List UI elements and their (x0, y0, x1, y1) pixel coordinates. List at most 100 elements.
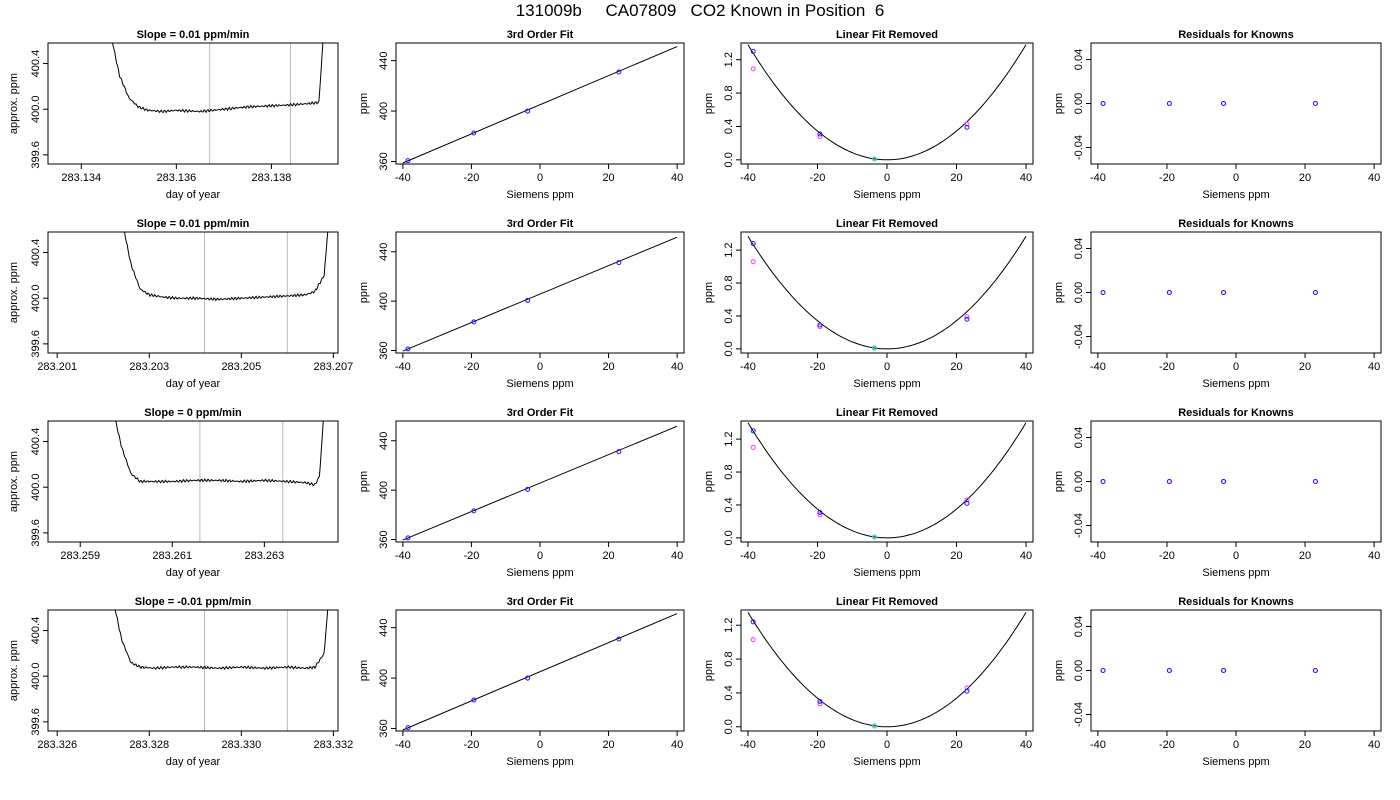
x-tick-label: -20 (463, 550, 479, 562)
panel-fit-r1-c2: 3rd Order Fit -40 -20 0 20 40 360 400 440 Siemens… (358, 29, 685, 201)
x-tick-label: 20 (950, 739, 962, 751)
panel-fit-r2-c2: 3rd Order Fit -40 -20 0 20 40 360 400 440 Siemens… (358, 218, 685, 390)
x-tick-label: 40 (671, 739, 683, 751)
data-point-blue (1100, 290, 1106, 295)
x-tick-label: 283.201 (37, 361, 77, 373)
y-tick-label: 0.4 (723, 685, 735, 700)
x-tick-label: 283.207 (314, 361, 354, 373)
y-axis-label: ppm (1053, 660, 1065, 681)
panel-residuals-r3-c4: Residuals for Knowns -40 -20 0 20 40 -0.04 0.00… (1053, 407, 1382, 579)
y-axis-label: approx. ppm (8, 640, 20, 701)
y-axis-label: ppm (358, 93, 370, 114)
x-axis-label: day of year (166, 756, 221, 768)
data-point-blue (616, 69, 622, 75)
x-tick-label: 0 (1233, 172, 1239, 184)
y-axis-label: ppm (703, 282, 715, 303)
data-point-blue (471, 130, 477, 136)
x-tick-label: -20 (810, 172, 826, 184)
panel-fit-r4-c2: 3rd Order Fit -40 -20 0 20 40 360 400 440 Siemens… (358, 596, 685, 768)
y-tick-label: 399.6 (30, 141, 42, 169)
panel-linear_removed-r4-c3: Linear Fit Removed -40 -20 0 20 40 0.0 0.4 0.8 1.… (703, 596, 1034, 768)
plot-area (402, 236, 678, 352)
x-tick-label: 0 (884, 550, 890, 562)
plot-frame (740, 42, 1034, 165)
data-point-blue (1100, 479, 1106, 484)
x-tick-label: 20 (1299, 172, 1311, 184)
data-point-blue (964, 316, 970, 322)
x-tick-label: 0 (1233, 361, 1239, 373)
x-tick-label: 40 (1368, 550, 1380, 562)
data-point-blue (871, 534, 877, 540)
x-axis-label: Siemens ppm (506, 189, 573, 201)
x-tick-label: 20 (1299, 361, 1311, 373)
x-tick-label: 40 (1368, 739, 1380, 751)
x-tick-label: 40 (1020, 361, 1032, 373)
fit-line (402, 425, 678, 541)
x-tick-label: 0 (537, 172, 543, 184)
data-point-blue (1312, 101, 1318, 106)
x-tick-label: -40 (740, 739, 756, 751)
x-tick-label: 20 (602, 550, 614, 562)
x-tick-label: 20 (602, 739, 614, 751)
x-tick-label: 20 (1299, 550, 1311, 562)
plot-frame (1090, 42, 1382, 165)
y-tick-label: 0.00 (1073, 471, 1085, 492)
plot-area (112, 43, 324, 114)
data-point-magenta (964, 497, 970, 503)
x-tick-label: 0 (537, 550, 543, 562)
data-point-magenta (750, 637, 756, 643)
plot-area (402, 46, 678, 164)
x-axis-label: Siemens ppm (1202, 567, 1269, 579)
y-tick-label: 400 (378, 669, 390, 687)
y-axis-label: ppm (703, 93, 715, 114)
plot-area (747, 422, 1027, 540)
data-point-blue (471, 508, 477, 514)
x-tick-label: -40 (740, 550, 756, 562)
data-point-blue (1312, 479, 1318, 484)
data-point-magenta (750, 66, 756, 72)
y-tick-label: 0.4 (723, 308, 735, 323)
data-point-blue (525, 675, 531, 681)
figure-title: 131009b CA07809 CO2 Known in Position 6 (515, 1, 885, 20)
x-tick-label: 283.134 (61, 172, 101, 184)
panel-title: Slope = 0 ppm/min (144, 407, 242, 419)
data-point-blue (1100, 668, 1106, 673)
panel-linear_removed-r2-c3: Linear Fit Removed -40 -20 0 20 40 0.0 0.4 0.8 1.… (703, 218, 1034, 390)
y-tick-label: 0.00 (1073, 660, 1085, 681)
panel-time-r4-c1: Slope = -0.01 ppm/min 283.326 283.328 283.3… (8, 596, 353, 768)
data-point-magenta (964, 685, 970, 691)
data-point-blue (1166, 290, 1172, 295)
plot-area (402, 425, 678, 541)
data-point-magenta (964, 314, 970, 320)
x-tick-label: 40 (671, 172, 683, 184)
data-point-blue (405, 725, 411, 731)
panel-time-r3-c1: Slope = 0 ppm/min 283.259 283.261 283.263 39… (8, 407, 339, 579)
panel-residuals-r4-c4: Residuals for Knowns -40 -20 0 20 40 -0.04 0.00… (1053, 596, 1382, 768)
panel-title: Slope = 0.01 ppm/min (137, 218, 250, 230)
x-axis-label: Siemens ppm (853, 378, 920, 390)
data-point-blue (1312, 290, 1318, 295)
y-tick-label: 0.04 (1073, 238, 1085, 259)
panel-title: Residuals for Knowns (1178, 218, 1294, 230)
x-tick-label: 0 (884, 361, 890, 373)
data-point-blue (471, 319, 477, 325)
plot-area (1100, 479, 1318, 484)
panel-fit-r3-c2: 3rd Order Fit -40 -20 0 20 40 360 400 440 Siemens… (358, 407, 685, 579)
y-tick-label: 400.0 (30, 284, 42, 312)
y-tick-label: 0.8 (723, 651, 735, 666)
data-point-blue (525, 297, 531, 303)
panel-title: Residuals for Knowns (1178, 596, 1294, 608)
y-tick-label: -0.04 (1073, 324, 1085, 349)
y-tick-label: 1.2 (723, 618, 735, 633)
panel-title: Slope = -0.01 ppm/min (135, 596, 252, 608)
y-tick-label: 440 (378, 618, 390, 636)
x-tick-label: 40 (1020, 550, 1032, 562)
data-point-blue (1166, 668, 1172, 673)
data-point-blue (405, 346, 411, 352)
data-point-magenta (817, 701, 823, 707)
data-point-blue (817, 509, 823, 515)
y-axis-label: ppm (358, 471, 370, 492)
y-axis-label: ppm (358, 282, 370, 303)
panel-linear_removed-r1-c3: Linear Fit Removed -40 -20 0 20 40 0.0 0.4 0.8 1.… (703, 29, 1034, 201)
data-point-blue (616, 449, 622, 455)
